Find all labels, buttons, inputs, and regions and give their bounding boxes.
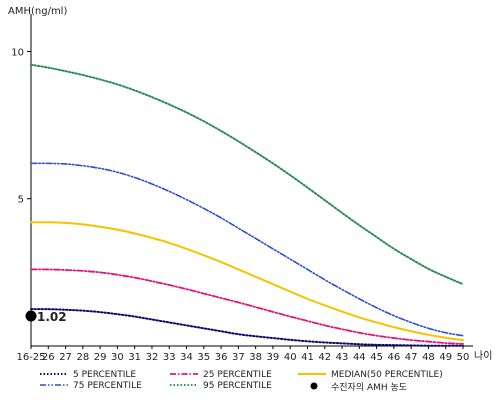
legend-label: 95 PERCENTILE (203, 381, 272, 391)
legend: 5 PERCENTILE 25 PERCENTILE MEDIAN(50 PERCE… (40, 370, 443, 393)
x-tick-label: 28 (76, 352, 89, 363)
x-tick-label: 42 (318, 352, 331, 363)
legend-label: 5 PERCENTILE (73, 370, 136, 380)
x-tick-label: 16-25 (16, 352, 45, 363)
x-tick-label: 44 (353, 352, 366, 363)
legend-marker-label: 수진자의 AMH 농도 (331, 382, 407, 393)
patient-amh-label: 1.02 (37, 310, 67, 324)
x-tick-label: 48 (422, 352, 435, 363)
x-tick-label: 40 (284, 352, 297, 363)
legend-label: MEDIAN(50 PERCENTILE) (331, 370, 443, 380)
series-line-25-percentile (30, 268, 464, 345)
series-line-75-percentile (30, 162, 464, 337)
x-tick-label: 39 (267, 352, 280, 363)
y-axis-title: AMH(ng/ml) (8, 6, 67, 17)
x-tick-label: 26 (42, 352, 55, 363)
x-axis-title: 나이 (474, 350, 492, 362)
series-line-95-percentile (30, 63, 464, 286)
x-tick-label: 35 (197, 352, 210, 363)
x-tick-label: 36 (215, 352, 228, 363)
x-tick-label: 38 (249, 352, 262, 363)
x-tick-label: 30 (111, 352, 124, 363)
x-tick-label: 43 (336, 352, 349, 363)
series-line-5-percentile (30, 308, 464, 347)
x-tick-label: 50 (457, 352, 470, 363)
x-tick-label: 41 (301, 352, 314, 363)
x-tick-label: 46 (388, 352, 401, 363)
x-tick-label: 47 (405, 352, 418, 363)
x-tick-label: 31 (128, 352, 141, 363)
x-tick-label: 32 (146, 352, 159, 363)
x-tick-label: 49 (439, 352, 452, 363)
legend-label: 75 PERCENTILE (73, 381, 142, 391)
x-tick-label: 37 (232, 352, 245, 363)
series-line-median-50-percentile (30, 221, 464, 342)
legend-marker-swatch (310, 382, 318, 390)
series-layer (30, 63, 464, 347)
y-tick-label: 10 (11, 47, 24, 58)
patient-amh-point (25, 310, 37, 322)
marker-layer: 1.02 (25, 310, 67, 324)
x-tick-label: 29 (94, 352, 107, 363)
legend-label: 25 PERCENTILE (203, 370, 272, 380)
x-tick-label: 27 (59, 352, 72, 363)
x-tick-label: 34 (180, 352, 193, 363)
x-tick-label: 45 (370, 352, 383, 363)
y-tick-label: 5 (18, 195, 24, 206)
x-tick-label: 33 (163, 352, 176, 363)
